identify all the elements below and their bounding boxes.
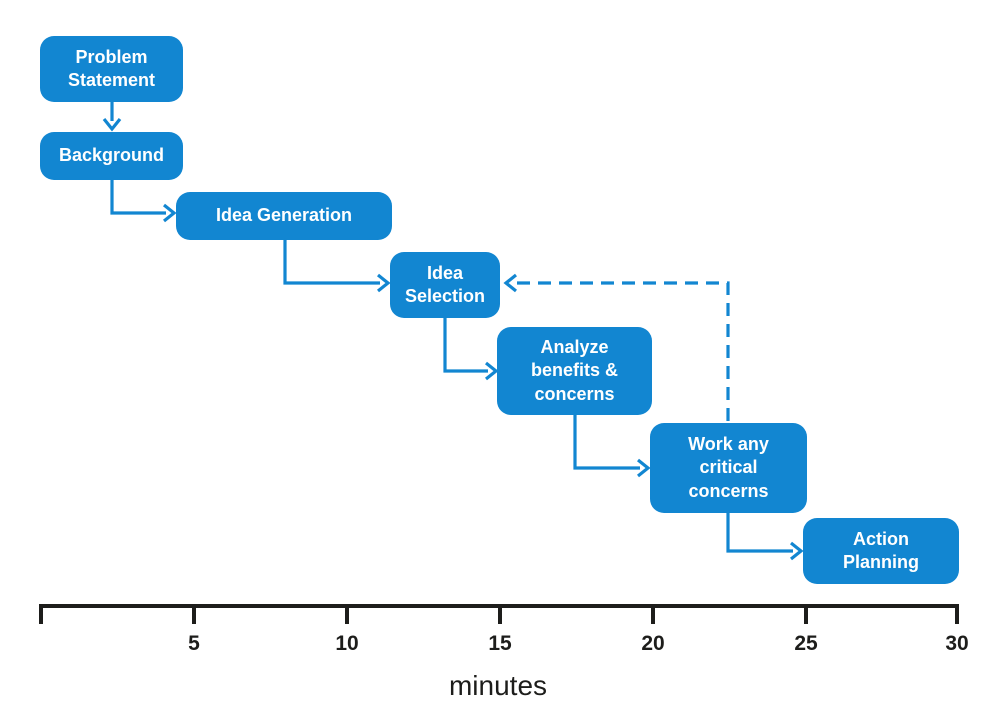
axis-tick-label-5: 5 — [188, 632, 200, 655]
node-work-critical-concerns: Work any critical concerns — [650, 423, 807, 513]
axis-tick-label-25: 25 — [794, 632, 818, 655]
axis-tick-label-30: 30 — [945, 632, 969, 655]
node-problem-statement: Problem Statement — [40, 36, 183, 102]
node-label: Action Planning — [843, 528, 919, 572]
arrow-problem-to-background — [102, 102, 122, 132]
node-label: Work any critical concerns — [688, 434, 769, 501]
node-label: Problem Statement — [67, 46, 156, 90]
node-label: Analyze benefits & concerns — [530, 337, 618, 404]
axis-tick-label-15: 15 — [488, 632, 512, 655]
arrow-feedback-work-concerns-to-idea-selection — [503, 273, 730, 421]
axis-tick-label-10: 10 — [335, 632, 359, 655]
arrow-background-to-idea-generation — [110, 180, 177, 223]
node-label: Background — [58, 145, 164, 166]
node-label: Idea Selection — [404, 262, 486, 306]
node-idea-generation: Idea Generation — [176, 192, 392, 240]
arrow-analyze-to-work-concerns — [573, 415, 651, 478]
axis-title: minutes — [448, 670, 548, 701]
node-label: Idea Generation — [215, 205, 353, 226]
node-idea-selection: Idea Selection — [390, 252, 500, 318]
node-analyze-benefits-concerns: Analyze benefits & concerns — [497, 327, 652, 415]
arrow-idea-selection-to-analyze — [443, 318, 499, 381]
arrow-work-concerns-to-action-planning — [726, 513, 804, 561]
timeline-axis — [39, 604, 959, 624]
axis-tick-label-20: 20 — [641, 632, 665, 655]
node-background: Background — [40, 132, 183, 180]
arrow-idea-generation-to-idea-selection — [283, 240, 391, 293]
node-action-planning: Action Planning — [803, 518, 959, 584]
